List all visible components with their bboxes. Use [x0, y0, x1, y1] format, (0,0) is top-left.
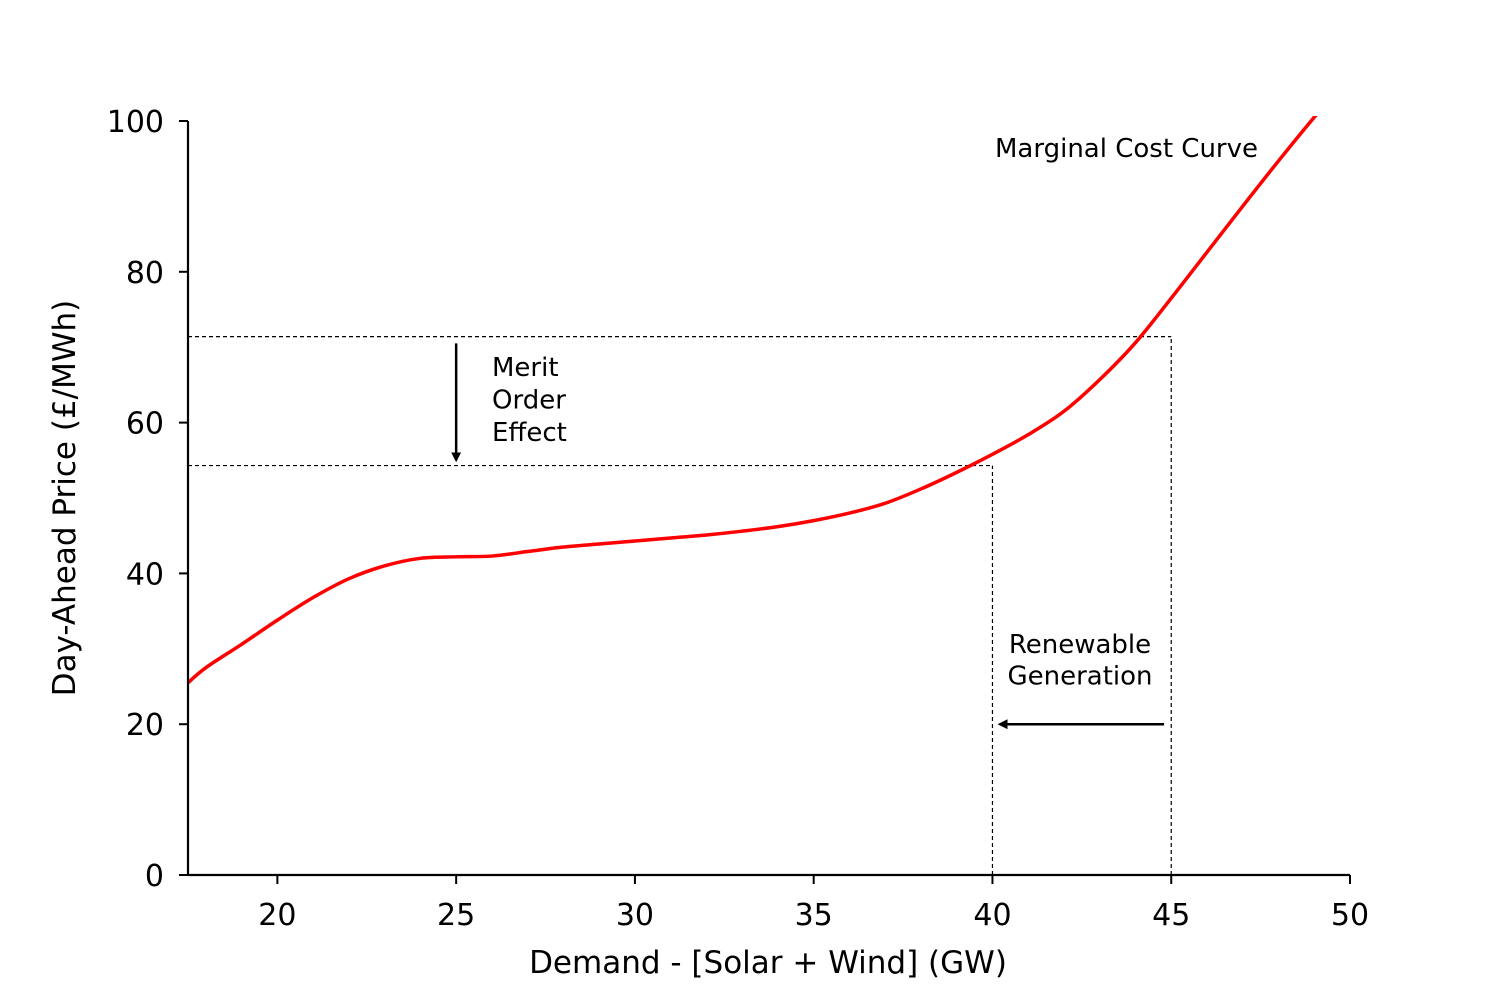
series-layer: [188, 116, 1318, 685]
x-axis-label: Demand - [Solar + Wind] (GW): [529, 945, 1007, 981]
series-line-0: [188, 116, 1318, 685]
axes: 20 25 30 35 40 45 50 0 20 40 60 80 100: [107, 105, 1369, 933]
y-tick-label: 80: [126, 256, 164, 291]
y-tick-label: 60: [126, 407, 164, 442]
x-tick-label: 20: [258, 898, 296, 933]
y-tick-label: 100: [107, 105, 164, 140]
annotation-renewable: Renewable Generation: [1007, 630, 1152, 692]
reference-lines: [188, 336, 1172, 875]
x-tick-label: 25: [437, 898, 475, 933]
x-tick-label: 45: [1152, 898, 1190, 933]
y-axis-label: Day-Ahead Price (£/MWh): [47, 300, 83, 697]
x-tick-label: 40: [973, 898, 1011, 933]
y-tick-label: 0: [145, 859, 164, 894]
x-tick-label: 30: [616, 898, 654, 933]
annotations: Marginal Cost Curve Merit Order Effect Renew…: [451, 134, 1258, 730]
x-tick-label: 35: [795, 898, 833, 933]
x-tick-label: 50: [1331, 898, 1369, 933]
annotation-merit-order: Merit Order Effect: [492, 353, 567, 448]
annotation-curve-name: Marginal Cost Curve: [995, 134, 1258, 164]
y-tick-label: 40: [126, 557, 164, 592]
y-tick-label: 20: [126, 708, 164, 743]
